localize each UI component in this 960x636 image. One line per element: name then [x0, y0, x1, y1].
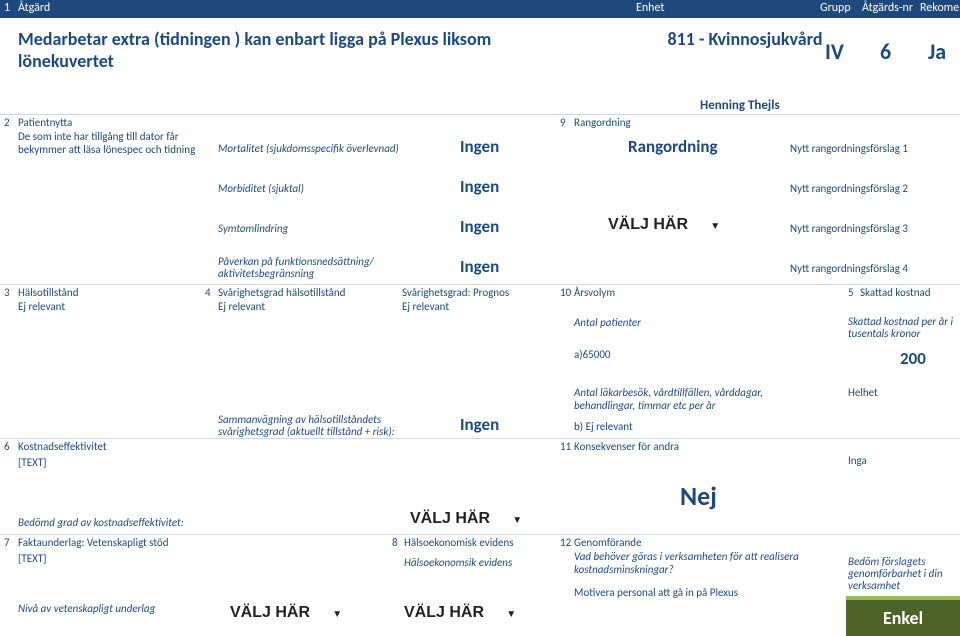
- funktion-label: Påverkan på funktionsnedsättning/ aktivi…: [218, 256, 418, 280]
- hdr-enhet: Enhet: [636, 1, 664, 15]
- nej-val: Nej: [680, 480, 717, 512]
- sec4-num: 4: [205, 286, 211, 299]
- sec2-desc: De som inte har tillgång till dator får …: [18, 130, 213, 156]
- valj-vet-text: VÄLJ HÄR: [230, 604, 310, 621]
- sec6-title: Kostnadseffektivitet: [18, 440, 107, 453]
- group-value: IV: [825, 38, 844, 65]
- sec11-num: 11: [560, 440, 571, 453]
- valj-halsoekon[interactable]: VÄLJ HÄR ▼: [404, 604, 516, 622]
- sec4-val: Ej relevant: [218, 300, 265, 313]
- divider: [0, 114, 960, 115]
- rek-value: Ja: [928, 38, 946, 65]
- inga-label: Inga: [848, 454, 867, 467]
- rang2: Nytt rangordningsförslag 2: [790, 182, 908, 195]
- helhet-label: Helhet: [848, 386, 878, 399]
- valj-rang-text: VÄLJ HÄR: [608, 216, 688, 233]
- divider: [0, 438, 960, 439]
- sec3-num: 3: [4, 286, 10, 299]
- mortalitet-label: Mortalitet (sjukdomsspecifik överlevnad): [218, 142, 418, 155]
- sec3-val: Ej relevant: [18, 300, 65, 313]
- rang1: Nytt rangordningsförslag 1: [790, 142, 908, 155]
- sec8-sub: Hälsoekonomsik evidens: [404, 556, 512, 569]
- antal-besok-label: Antal läkarbesök, vårdtillfällen, vårdda…: [574, 386, 824, 412]
- prognos-title: Svårighetsgrad: Prognos: [402, 286, 509, 299]
- valj-hals-text: VÄLJ HÄR: [404, 604, 484, 621]
- samman-val: Ingen: [460, 414, 499, 435]
- rangordning-big: Rangordning: [628, 136, 718, 157]
- mortalitet-val: Ingen: [460, 136, 499, 157]
- valj-kost-text: VÄLJ HÄR: [410, 510, 490, 527]
- divider: [0, 284, 960, 285]
- morbiditet-val: Ingen: [460, 176, 499, 197]
- sec2-title: Patientnytta: [18, 116, 72, 129]
- sec10-num: 10: [560, 286, 571, 299]
- sec12-motivera: Motivera personal att gå in på Plexus: [574, 586, 738, 599]
- dropdown-icon: ▼: [332, 609, 342, 620]
- symtom-val: Ingen: [460, 216, 499, 237]
- sec3-title: Hälsotillstånd: [18, 286, 78, 299]
- sec5-title: Skattad kostnad: [860, 286, 931, 299]
- sec7-num: 7: [4, 536, 10, 549]
- sec10-title: Årsvolym: [574, 286, 615, 299]
- hdr-atgard: Åtgärd: [18, 1, 50, 15]
- dropdown-icon: ▼: [512, 515, 522, 526]
- hdr-rek: Rekomendation: [920, 1, 960, 15]
- sec8-num: 8: [392, 536, 398, 549]
- dropdown-icon: ▼: [506, 609, 516, 620]
- sec12-bed: Bedöm förslagets genomförbarhet i din ve…: [848, 556, 958, 592]
- sec6-num: 6: [4, 440, 10, 453]
- table-header: 1 Åtgärd Enhet Grupp Åtgärds-nr Rekomend…: [0, 0, 960, 18]
- sec12-q: Vad behöver göras i verksamheten för att…: [574, 550, 824, 576]
- morbiditet-label: Morbiditet (sjuktal): [218, 182, 304, 195]
- samman-label: Sammanvägning av hälsotillståndets svåri…: [218, 414, 398, 438]
- niva-label: Nivå av vetenskapligt underlag: [18, 602, 155, 615]
- antal-patienter-val: a)65000: [574, 348, 610, 361]
- skattad-val: 200: [900, 348, 926, 369]
- sec9-title: Rangordning: [574, 116, 631, 129]
- valj-rangordning[interactable]: VÄLJ HÄR ▼: [608, 216, 720, 234]
- sec7-text: [TEXT]: [18, 552, 47, 565]
- rang3: Nytt rangordningsförslag 3: [790, 222, 908, 235]
- b-ej-relevant: b) Ej relevant: [574, 420, 633, 433]
- sec11-title: Konsekvenser för andra: [574, 440, 679, 453]
- antal-patienter-label: Antal patienter: [574, 316, 641, 329]
- hdr-grupp: Grupp: [820, 1, 851, 15]
- sec8-title: Hälsoekonomisk evidens: [404, 536, 514, 549]
- sec6-text: [TEXT]: [18, 456, 47, 469]
- divider: [0, 534, 960, 535]
- sec5-num: 5: [848, 286, 854, 299]
- valj-vetenskap[interactable]: VÄLJ HÄR ▼: [230, 604, 342, 622]
- symtom-label: Symtomlindring: [218, 222, 288, 235]
- rang4: Nytt rangordningsförslag 4: [790, 262, 908, 275]
- valj-kostnadseff[interactable]: VÄLJ HÄR ▼: [410, 510, 522, 528]
- action-nr: 6: [880, 38, 891, 65]
- sec7-title: Faktaunderlag: Vetenskapligt stöd: [18, 536, 169, 549]
- enkel-box: Enkel: [846, 600, 960, 636]
- dropdown-icon: ▼: [710, 221, 720, 232]
- funktion-val: Ingen: [460, 256, 499, 277]
- action-title: Medarbetar extra (tidningen ) kan enbart…: [18, 28, 518, 72]
- hdr-num: 1: [4, 1, 10, 15]
- bedomd-label: Bedömd grad av kostnadseffektivitet:: [18, 516, 184, 529]
- sec2-num: 2: [4, 116, 10, 129]
- sec4-title: Svårighetsgrad hälsotillstånd: [218, 286, 345, 299]
- skattad-label: Skattad kostnad per år i tusentals krono…: [848, 316, 958, 340]
- hdr-atgardsnr: Åtgärds-nr: [862, 1, 913, 15]
- sec12-num: 12: [560, 536, 571, 549]
- signature: Henning Thejls: [700, 98, 780, 113]
- sec9-num: 9: [560, 116, 566, 129]
- prognos-val: Ej relevant: [402, 300, 449, 313]
- sec12-title: Genomförande: [574, 536, 642, 549]
